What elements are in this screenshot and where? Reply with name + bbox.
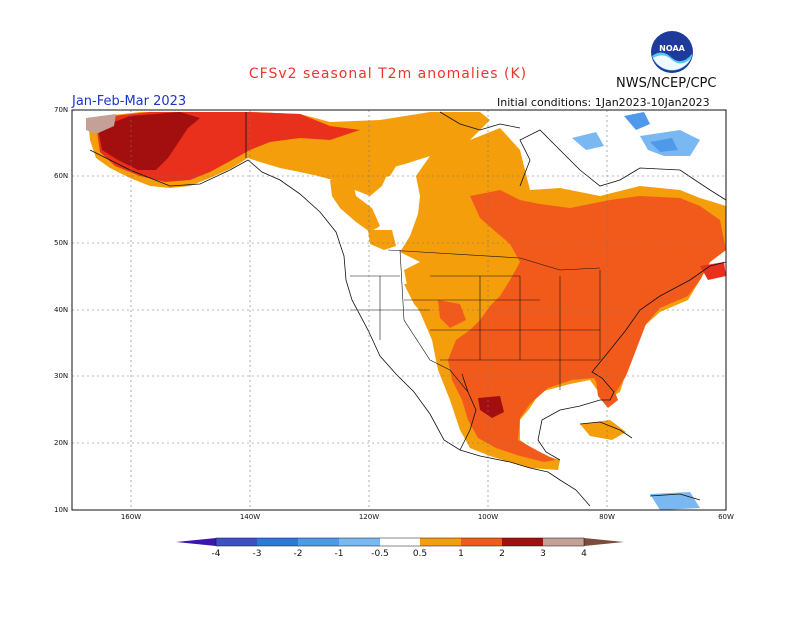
legend-tick: 2 <box>499 549 505 559</box>
legend-tick: 0.5 <box>412 549 428 559</box>
period-label: Jan-Feb-Mar 2023 <box>72 94 187 109</box>
legend-tick: 4 <box>581 549 587 559</box>
legend-tick: -1 <box>334 549 344 559</box>
legend-tick: 1 <box>458 549 464 559</box>
map-title: CFSv2 seasonal T2m anomalies (K) <box>248 66 528 82</box>
agency-label: NWS/NCEP/CPC <box>616 76 717 91</box>
legend-tick: -0.5 <box>371 549 389 559</box>
legend-tick: -3 <box>252 549 262 559</box>
legend-tick: 3 <box>540 549 546 559</box>
lon-label: 140W <box>239 513 261 521</box>
lon-label: 80W <box>599 513 615 521</box>
lat-label: 40N <box>54 306 69 314</box>
noaa-logo-icon: NOAA <box>651 31 693 73</box>
ne-canada-blue <box>624 112 650 130</box>
map-frame <box>71 109 727 511</box>
legend-tick: -4 <box>211 549 221 559</box>
initial-conditions-label: Initial conditions: 1Jan2023-10Jan2023 <box>497 96 710 109</box>
alaska-tan-region <box>86 114 116 134</box>
lon-label: 100W <box>477 513 499 521</box>
lat-label: 10N <box>54 506 69 514</box>
alaska-darkred-region <box>98 112 200 170</box>
east-red-region <box>448 190 726 462</box>
lon-label: 60W <box>718 513 734 521</box>
color-legend <box>176 537 624 547</box>
lat-label: 50N <box>54 239 69 247</box>
lat-label: 70N <box>54 106 69 114</box>
lon-label: 160W <box>120 513 142 521</box>
svg-text:NOAA: NOAA <box>659 44 685 53</box>
texas-darkred <box>478 396 504 418</box>
lat-label: 30N <box>54 372 69 380</box>
legend-tick: -2 <box>293 549 303 559</box>
lat-label: 20N <box>54 439 69 447</box>
lon-label: 120W <box>358 513 380 521</box>
lat-label: 60N <box>54 172 69 180</box>
